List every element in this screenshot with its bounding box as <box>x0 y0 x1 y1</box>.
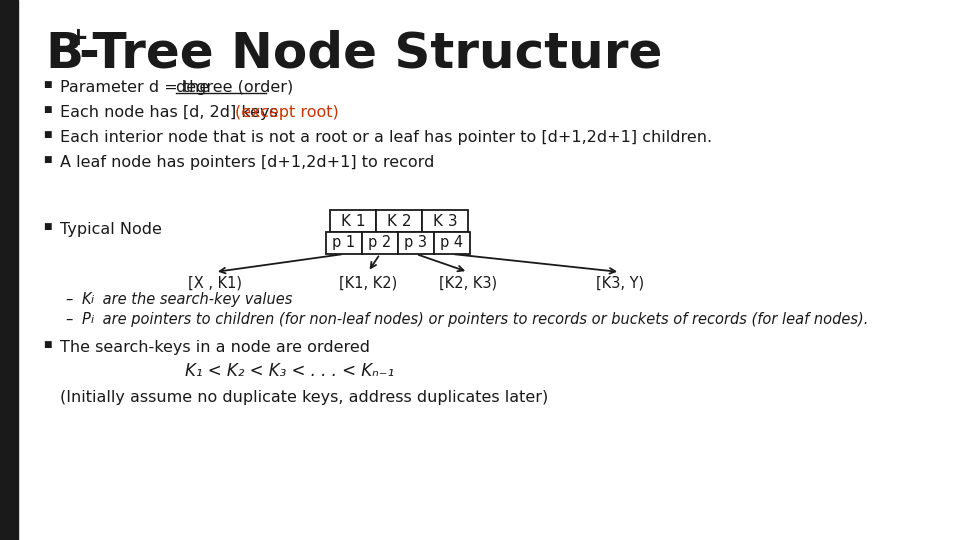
Bar <box>398 232 434 254</box>
Bar <box>434 232 470 254</box>
Text: Each node has [d, 2d] keys: Each node has [d, 2d] keys <box>60 105 283 120</box>
Text: Each interior node that is not a root or a leaf has pointer to [d+1,2d+1] childr: Each interior node that is not a root or… <box>60 130 712 145</box>
Text: [K2, K3): [K2, K3) <box>439 276 497 291</box>
Text: K 1: K 1 <box>341 213 365 228</box>
Text: ■: ■ <box>43 340 52 349</box>
Bar <box>376 210 422 232</box>
Bar <box>422 210 468 232</box>
Text: Typical Node: Typical Node <box>60 222 162 237</box>
Text: are the search-key values: are the search-key values <box>98 292 293 307</box>
Text: are pointers to children (for non-leaf nodes) or pointers to records or buckets : are pointers to children (for non-leaf n… <box>98 312 869 327</box>
Text: (Initially assume no duplicate keys, address duplicates later): (Initially assume no duplicate keys, add… <box>60 390 548 405</box>
Bar <box>326 232 362 254</box>
Text: A leaf node has pointers [d+1,2d+1] to record: A leaf node has pointers [d+1,2d+1] to r… <box>60 155 434 170</box>
Text: ■: ■ <box>43 222 52 231</box>
Text: B: B <box>45 30 84 78</box>
Text: –: – <box>65 312 72 327</box>
Text: Parameter d = the: Parameter d = the <box>60 80 214 95</box>
Text: p 3: p 3 <box>404 235 427 251</box>
Bar <box>0 0 18 540</box>
Text: degree (order): degree (order) <box>176 80 293 95</box>
Text: -Tree Node Structure: -Tree Node Structure <box>80 30 662 78</box>
Text: i: i <box>91 295 94 305</box>
Text: i: i <box>91 315 94 325</box>
Text: [K1, K2): [K1, K2) <box>339 276 397 291</box>
Text: p 4: p 4 <box>441 235 464 251</box>
Text: K 3: K 3 <box>433 213 457 228</box>
Text: K 2: K 2 <box>387 213 411 228</box>
Text: K₁ < K₂ < K₃ < . . . < Kₙ₋₁: K₁ < K₂ < K₃ < . . . < Kₙ₋₁ <box>185 362 395 380</box>
Text: +: + <box>67 26 88 50</box>
Text: p 2: p 2 <box>369 235 392 251</box>
Text: P: P <box>82 312 91 327</box>
Text: ■: ■ <box>43 80 52 89</box>
Text: p 1: p 1 <box>332 235 355 251</box>
Text: ■: ■ <box>43 105 52 114</box>
Text: [K3, Y): [K3, Y) <box>596 276 644 291</box>
Text: [X , K1): [X , K1) <box>188 276 242 291</box>
Text: K: K <box>82 292 91 307</box>
Bar <box>330 210 376 232</box>
Text: ■: ■ <box>43 155 52 164</box>
Text: The search-keys in a node are ordered: The search-keys in a node are ordered <box>60 340 370 355</box>
Bar <box>362 232 398 254</box>
Text: (except root): (except root) <box>235 105 339 120</box>
Text: ■: ■ <box>43 130 52 139</box>
Text: –: – <box>65 292 72 307</box>
